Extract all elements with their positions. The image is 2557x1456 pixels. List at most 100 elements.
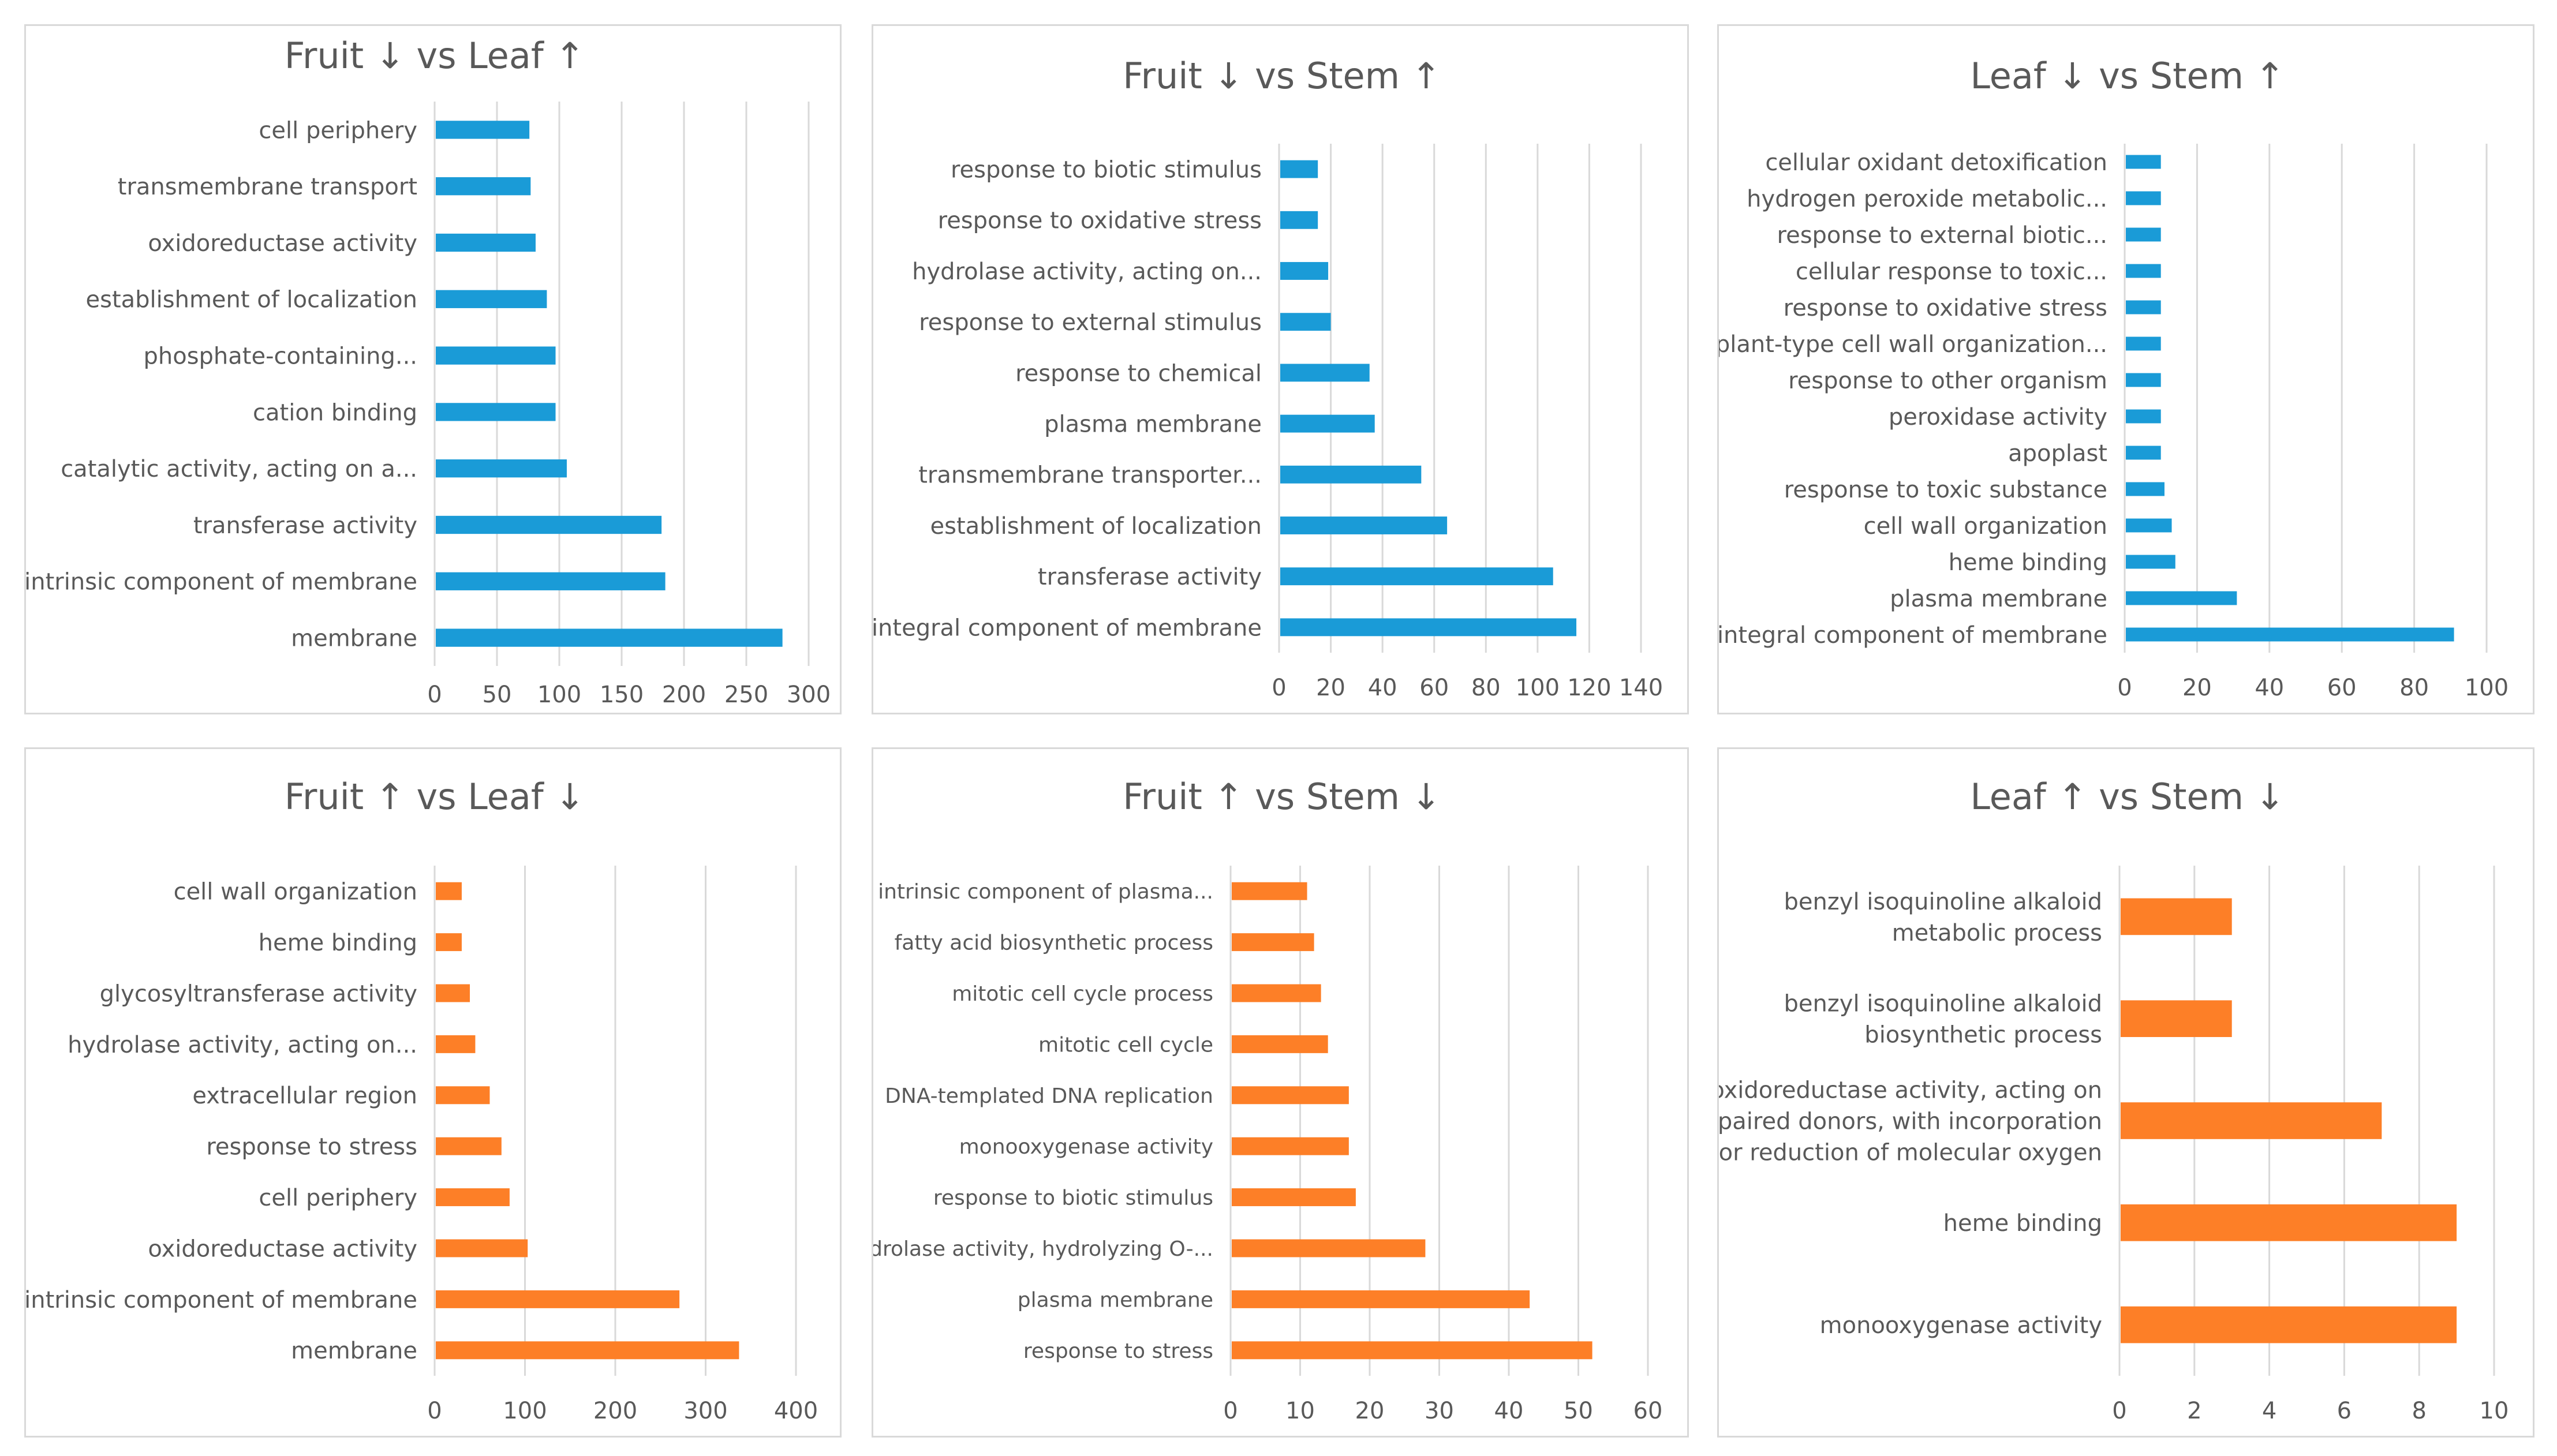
category-label: extracellular region (192, 1083, 417, 1109)
x-tick-label: 100 (537, 682, 581, 708)
category-label: response to toxic substance (1784, 477, 2107, 503)
category-label: hydrolase activity, hydrolyzing O-... (873, 1237, 1213, 1261)
chart-panel-fruit-down-vs-leaf-up: Fruit ↓ vs Leaf ↑ 0 50 100 150 200 250 300 cell … (24, 24, 842, 714)
category-label: response to biotic stimulus (933, 1186, 1213, 1210)
bar (1280, 414, 1375, 433)
category-label: cell periphery (259, 117, 417, 144)
bar (1232, 1137, 1349, 1155)
x-tick-label: 400 (774, 1398, 818, 1424)
bar (2126, 300, 2161, 315)
bar (2126, 627, 2454, 642)
category-label: response to external stimulus (919, 309, 1262, 336)
category-label: membrane (291, 626, 417, 652)
x-tick-label: 0 (1223, 1398, 1238, 1424)
bar (1280, 211, 1318, 229)
category-label: heme binding (1943, 1210, 2102, 1237)
bar (2126, 409, 2161, 424)
x-tick-label: 0 (2112, 1398, 2126, 1424)
category-label: response to oxidative stress (1784, 295, 2107, 321)
category-label: plant-type cell wall organization... (1719, 331, 2107, 358)
x-tick-label: 80 (1471, 675, 1501, 701)
chart-title: Fruit ↓ vs Leaf ↑ (285, 35, 585, 77)
x-tick-label: 200 (662, 682, 706, 708)
bar (1280, 516, 1448, 534)
bar (436, 984, 470, 1002)
category-label: cell wall organization (174, 879, 417, 905)
bar (2126, 191, 2161, 205)
bar (436, 515, 662, 534)
category-label: integral component of membrane (873, 615, 1262, 641)
chart-panel-fruit-up-vs-stem-down: Fruit ↑ vs Stem ↓ 0 10 20 30 40 50 60 intrinsic … (872, 747, 1689, 1438)
bar (436, 1290, 680, 1308)
bar (2121, 1204, 2457, 1241)
chart-title: Fruit ↑ vs Leaf ↓ (285, 776, 585, 818)
category-label: cell wall organization (1864, 513, 2107, 540)
category-label: transmembrane transporter... (918, 462, 1262, 489)
x-tick-label: 100 (1516, 675, 1560, 701)
category-label: integral component of membrane (1719, 622, 2107, 649)
x-tick-label: 300 (683, 1398, 727, 1424)
category-label: peroxidase activity (1889, 404, 2107, 431)
category-label: oxidoreductase activity, acting on paired… (1719, 1077, 2102, 1166)
category-label: oxidoreductase activity (148, 1236, 417, 1262)
category-label: heme binding (1949, 549, 2107, 576)
x-tick-label: 0 (1272, 675, 1286, 701)
category-label: transferase activity (1038, 564, 1262, 590)
x-tick-label: 30 (1425, 1398, 1454, 1424)
category-label: plasma membrane (1018, 1288, 1213, 1312)
bar (1232, 933, 1314, 952)
bar (1232, 1239, 1426, 1257)
bar (436, 346, 556, 365)
x-tick-label: 6 (2337, 1398, 2352, 1424)
category-label: benzyl isoquinoline alkaloid metabolic pr… (1784, 889, 2102, 946)
x-tick-label: 4 (2262, 1398, 2276, 1424)
bar-chart: Leaf ↓ vs Stem ↑ 0 20 40 60 80 100 cellular oxi… (1719, 55, 2509, 701)
bar (1280, 364, 1370, 382)
x-tick-label: 120 (1567, 675, 1611, 701)
x-tick-label: 60 (2327, 675, 2357, 701)
bar (2126, 264, 2161, 278)
bar (2121, 1102, 2382, 1139)
x-tick-label: 2 (2187, 1398, 2201, 1424)
bar (436, 882, 462, 900)
bar (2126, 446, 2161, 460)
bar (436, 572, 666, 590)
chart-title: Fruit ↓ vs Stem ↑ (1123, 55, 1441, 97)
bar (1280, 465, 1422, 484)
bar (1232, 984, 1321, 1002)
bar (1232, 1290, 1530, 1308)
x-tick-label: 60 (1419, 675, 1449, 701)
category-label: intrinsic component of membrane (26, 569, 417, 596)
bar-chart: Fruit ↑ vs Leaf ↓ 0 100 200 300 400 cell wall … (26, 776, 818, 1424)
chart-panel-leaf-up-vs-stem-down: Leaf ↑ vs Stem ↓ 0 2 4 6 8 10 benzyl isoquinoli… (1717, 747, 2534, 1438)
bar (2121, 1306, 2457, 1343)
category-label: glycosyltransferase activity (100, 980, 417, 1007)
bar (436, 1239, 528, 1257)
category-label: response to chemical (1015, 360, 1262, 387)
category-label: establishment of localization (930, 513, 1262, 540)
bar (1280, 262, 1329, 280)
bar (2126, 482, 2165, 496)
chart-title: Leaf ↑ vs Stem ↓ (1970, 776, 2285, 818)
chart-title: Leaf ↓ vs Stem ↑ (1970, 55, 2285, 97)
x-tick-label: 60 (1633, 1398, 1663, 1424)
x-tick-label: 100 (503, 1398, 547, 1424)
category-label: benzyl isoquinoline alkaloid biosynthetic… (1784, 991, 2102, 1049)
x-tick-label: 8 (2412, 1398, 2426, 1424)
bar (1280, 313, 1331, 331)
x-tick-label: 300 (787, 682, 831, 708)
category-label: plasma membrane (1044, 411, 1262, 438)
category-label: hydrolase activity, acting on... (68, 1032, 417, 1058)
bar (436, 1035, 476, 1053)
bar (2126, 555, 2175, 569)
bar (436, 933, 462, 952)
x-tick-label: 80 (2399, 675, 2429, 701)
x-tick-label: 20 (2182, 675, 2212, 701)
chart-title: Fruit ↑ vs Stem ↓ (1123, 776, 1441, 818)
bar (2126, 373, 2161, 387)
bar (436, 403, 556, 421)
category-label: response to other organism (1788, 368, 2107, 394)
category-label: monooxygenase activity (959, 1135, 1213, 1159)
x-tick-label: 20 (1316, 675, 1345, 701)
x-tick-label: 40 (1368, 675, 1397, 701)
